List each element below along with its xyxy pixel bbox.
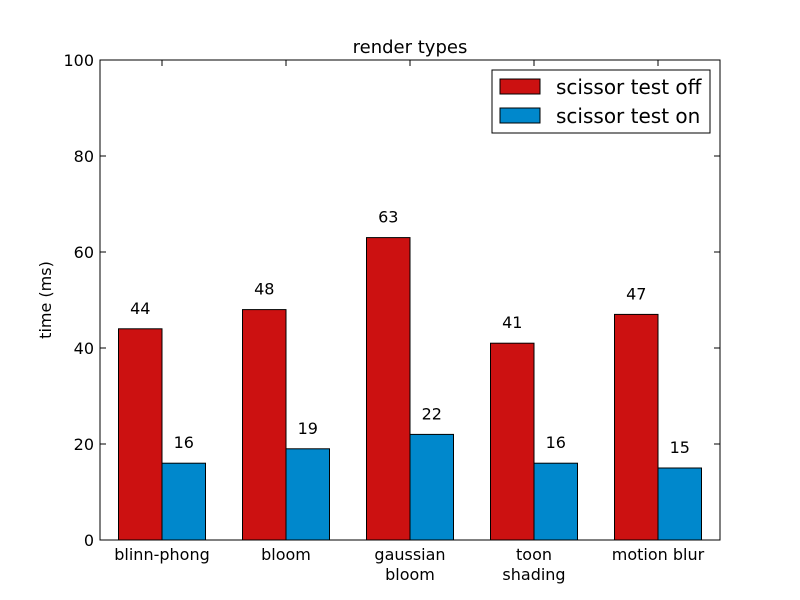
x-tick-label: bloom bbox=[261, 545, 311, 564]
legend-swatch bbox=[499, 78, 541, 95]
data-label: 22 bbox=[422, 404, 442, 423]
bar-scissor-off-3 bbox=[490, 342, 535, 541]
data-label: 19 bbox=[298, 419, 318, 438]
bar-scissor-on-0 bbox=[161, 462, 206, 541]
chart-title: render types bbox=[353, 37, 468, 58]
bar-scissor-on-4 bbox=[657, 467, 702, 541]
bar-scissor-on-3 bbox=[533, 462, 578, 541]
bar-scissor-off-1 bbox=[242, 309, 287, 541]
y-tick-label: 60 bbox=[74, 243, 94, 262]
data-label: 15 bbox=[670, 438, 690, 457]
y-tick-label: 0 bbox=[84, 531, 94, 550]
y-tick-label: 40 bbox=[74, 339, 94, 358]
bar-scissor-on-1 bbox=[285, 448, 330, 541]
x-tick-label: toon bbox=[516, 545, 552, 564]
bar-scissor-off-4 bbox=[614, 313, 659, 541]
legend-label: scissor test off bbox=[556, 75, 703, 99]
legend-swatch bbox=[499, 107, 541, 124]
x-tick-label: bloom bbox=[385, 565, 435, 584]
x-tick-label: shading bbox=[502, 565, 565, 584]
y-tick-label: 80 bbox=[74, 147, 94, 166]
data-label: 16 bbox=[174, 433, 194, 452]
x-tick-label: gaussian bbox=[374, 545, 445, 564]
data-label: 44 bbox=[130, 299, 150, 318]
data-label: 41 bbox=[502, 313, 522, 332]
y-tick-label: 20 bbox=[74, 435, 94, 454]
plot-area: 44 48 63 41 47 16 19 22 16 15 0 20 40 60 80 100 blinn-ph… bbox=[63, 51, 721, 584]
bar-scissor-off-0 bbox=[118, 328, 163, 541]
legend: scissor test off scissor test on bbox=[491, 69, 711, 134]
bar-scissor-on-2 bbox=[409, 433, 454, 541]
x-tick-label: blinn-phong bbox=[114, 545, 209, 564]
bar-scissor-off-2 bbox=[366, 237, 411, 541]
data-label: 63 bbox=[378, 208, 398, 227]
y-axis-label: time (ms) bbox=[36, 261, 55, 339]
legend-label: scissor test on bbox=[556, 104, 700, 128]
x-tick-label: motion blur bbox=[612, 545, 705, 564]
y-tick-label: 100 bbox=[63, 51, 94, 70]
data-label: 47 bbox=[626, 284, 646, 303]
data-label: 48 bbox=[254, 280, 274, 299]
data-label: 16 bbox=[546, 433, 566, 452]
